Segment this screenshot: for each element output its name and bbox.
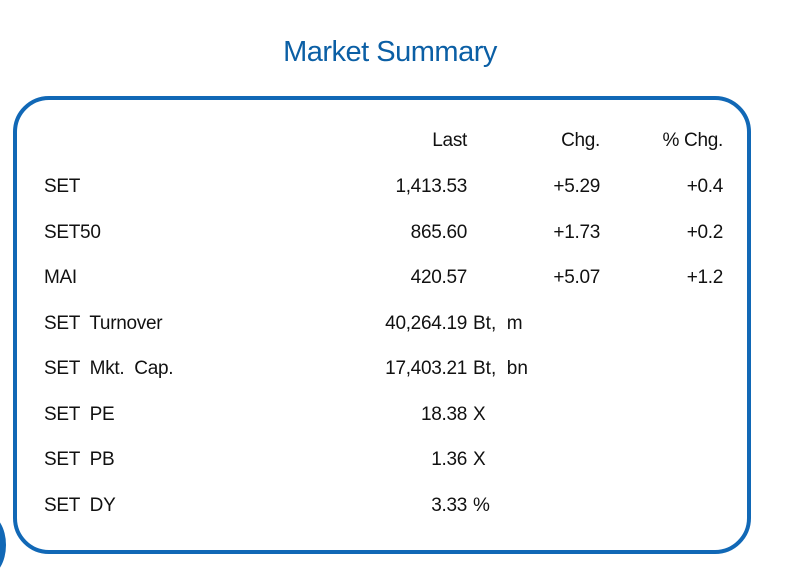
row-label: MAI [44,267,77,288]
row-label: SET Turnover [44,313,163,334]
row-label: SET50 [44,222,101,243]
row-unit: Bt, m [473,313,523,334]
row-last: 3.33 [431,495,467,516]
row-last: 18.38 [420,404,467,425]
row-label: SET DY [44,495,116,516]
row-label: SET PE [44,404,115,425]
market-summary-panel [13,96,751,554]
row-unit: Bt, bn [473,358,528,379]
row-last: 40,264.19 [385,313,467,334]
row-unit: X [473,404,486,425]
row-last: 1,413.53 [395,176,467,197]
header-last: Last [432,130,467,151]
row-pct-chg: +1.2 [686,267,724,288]
row-last: 1.36 [431,449,467,470]
row-chg: +1.73 [553,222,600,243]
row-last: 865.60 [410,222,468,243]
row-chg: +5.07 [553,267,600,288]
row-pct-chg: +0.4 [686,176,724,197]
row-label: SET Mkt. Cap. [44,358,174,379]
header-chg: Chg. [561,130,600,151]
header-pct-chg: % Chg. [662,130,723,151]
row-chg: +5.29 [553,176,600,197]
row-label: SET [44,176,81,197]
row-last: 17,403.21 [385,358,467,379]
row-label: SET PB [44,449,115,470]
page-title: Market Summary [283,36,497,68]
row-pct-chg: +0.2 [686,222,724,243]
decorative-disc [0,514,6,576]
row-last: 420.57 [410,267,468,288]
row-unit: % [473,495,490,516]
row-unit: X [473,449,486,470]
